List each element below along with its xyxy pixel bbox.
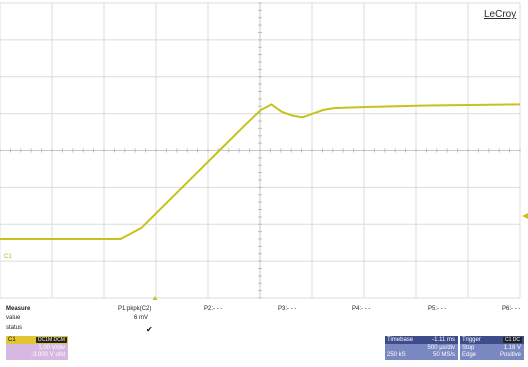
measure-param-p6[interactable]: P6:- - - — [502, 306, 521, 312]
trigger-type: Edge — [462, 352, 477, 358]
timebase-delay: -1.11 ms — [432, 337, 455, 343]
measure-value-label: value — [6, 315, 21, 321]
measure-param-p2[interactable]: P2:- - - — [204, 306, 223, 312]
measure-p1-status-check-icon: ✔ — [146, 325, 153, 334]
measure-param-p4[interactable]: P4:- - - — [352, 306, 371, 312]
trigger-position-marker-icon — [152, 296, 158, 300]
trigger-slope: Positive — [499, 352, 521, 358]
timebase-rate: 50 MS/s — [432, 352, 455, 358]
graticule — [0, 2, 521, 299]
measure-status-label: status — [6, 325, 23, 331]
brand-logo: LeCroy — [484, 9, 517, 20]
trigger-descriptor[interactable]: Trigger C1 DC Stop 1.18 V Edge Positive — [460, 336, 524, 360]
channel-c1-scale: 1.00 V/div — [38, 345, 65, 351]
channel-c1-descriptor[interactable]: C1 DC1M DCM 1.00 V/div -3.000 V ofst — [6, 336, 68, 360]
measure-param-p3[interactable]: P3:- - - — [278, 306, 297, 312]
trigger-level: 1.18 V — [503, 345, 521, 351]
channel-marker: C1 — [4, 254, 12, 260]
trigger-level-marker-icon — [522, 213, 528, 219]
trigger-mode: Stop — [462, 345, 475, 351]
channel-c1-offset: -3.000 V ofst — [30, 352, 65, 358]
timebase-descriptor[interactable]: Timebase -1.11 ms 500 µs/div 250 kS 50 M… — [385, 336, 458, 360]
timebase-samples: 250 kS — [387, 352, 406, 358]
scope-screen: C1 — [0, 2, 528, 300]
c1-trace — [0, 103, 521, 240]
channel-c1-coupling-tag: DC1M DCM — [36, 337, 67, 343]
timebase-time-div: 500 µs/div — [427, 345, 455, 351]
timebase-label: Timebase — [387, 337, 414, 343]
trigger-source-tag: C1 DC — [502, 337, 522, 343]
trigger-label: Trigger — [462, 337, 481, 343]
measure-heading[interactable]: Measure — [6, 306, 31, 312]
channel-c1-name: C1 — [8, 337, 16, 343]
measure-param-p5[interactable]: P5:- - - — [428, 306, 447, 312]
measure-param-p1[interactable]: P1:pkpk(C2) — [118, 306, 152, 312]
measure-p1-value: 6 mV — [134, 315, 149, 321]
